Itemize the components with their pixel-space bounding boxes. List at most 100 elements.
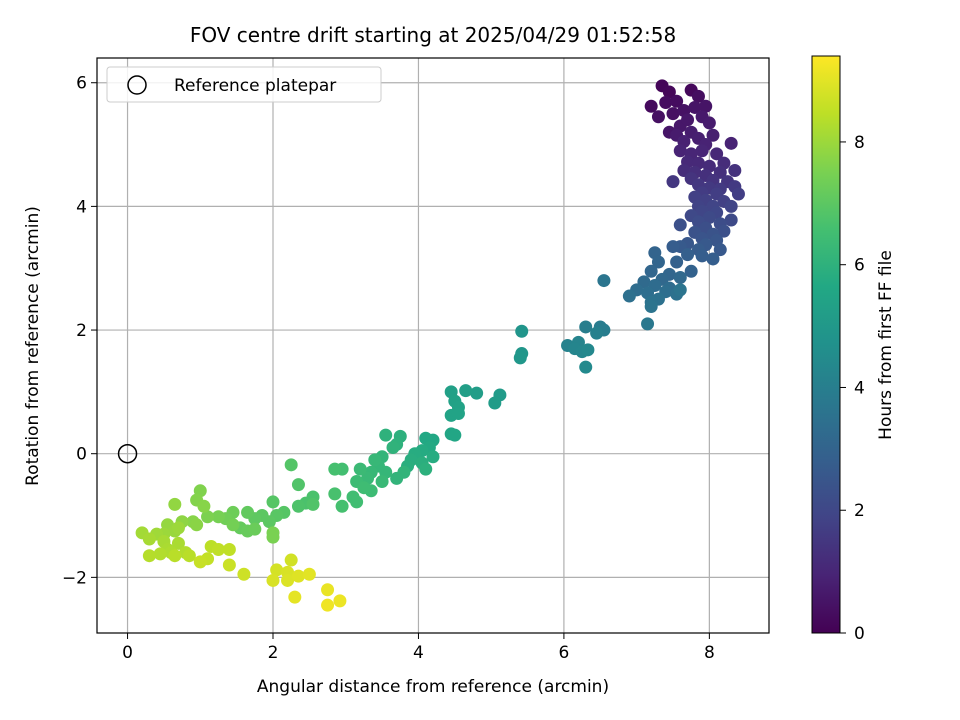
data-point [515,324,529,338]
data-point [731,187,745,201]
data-point [211,543,225,557]
colorbar-ticks: 0 2 4 6 8 [840,133,865,644]
data-point [724,213,738,227]
data-point [237,567,251,581]
y-axis-label: Rotation from reference (arcmin) [23,206,43,486]
data-point [513,351,527,365]
data-point [241,505,255,519]
x-axis-label: Angular distance from reference (arcmin) [257,677,609,697]
colorbar-tick-label: 6 [854,256,865,276]
data-point [288,590,302,604]
data-point [335,499,349,513]
data-point [673,270,687,284]
colorbar-label: Hours from first FF file [876,250,896,440]
data-point [666,240,680,254]
colorbar: 0 2 4 6 8 Hours from first FF file [811,55,896,644]
data-point [291,569,305,583]
data-point [713,243,727,257]
data-point [333,594,347,608]
reference-platepar-marker [117,443,138,464]
data-point [451,407,465,421]
data-point [673,283,687,297]
data-point [695,144,709,158]
colorbar-tick-label: 0 [854,624,865,644]
data-point [284,458,298,472]
data-point [386,441,400,455]
x-axis-ticks: 0 2 4 6 8 [122,633,715,663]
data-point [706,128,720,142]
data-point [306,497,320,511]
data-point [328,487,342,501]
data-point [201,510,215,524]
data-point [168,549,182,563]
data-point [226,518,240,532]
data-point [321,583,335,597]
scatter-points [135,79,745,612]
plot-frame [96,57,770,634]
data-point [222,558,236,572]
y-axis-ticks: −2 0 2 4 6 [62,74,97,588]
data-point [350,495,364,509]
data-point [581,343,595,357]
data-point [168,497,182,511]
data-point [142,532,156,546]
data-point [699,99,713,113]
data-point [153,547,167,561]
data-point [691,89,705,103]
data-point [266,530,280,544]
data-point [357,481,371,495]
colorbar-gradient [811,55,841,634]
data-point [651,255,665,269]
data-point [724,199,738,213]
data-point [662,85,676,99]
legend-box [106,66,382,103]
grid [97,58,769,633]
x-tick-label: 6 [558,643,569,663]
data-point [684,264,698,278]
x-tick-label: 8 [704,643,715,663]
colorbar-tick-label: 8 [854,133,865,153]
data-point [590,326,604,340]
data-point [321,598,335,612]
data-point [459,384,473,398]
data-point [681,113,695,127]
data-point [266,573,280,587]
data-point [470,386,484,400]
data-point [670,94,684,108]
x-tick-label: 4 [413,643,424,663]
data-point [142,549,156,563]
data-point [644,99,658,113]
data-point [448,428,462,442]
data-point [190,518,204,532]
data-point [171,521,185,535]
data-point [270,563,284,577]
data-point [706,252,720,266]
data-point [302,567,316,581]
data-point [659,96,673,110]
data-point [488,396,502,410]
data-point [579,360,593,374]
data-point [622,289,636,303]
data-point [248,522,262,536]
data-point [368,453,382,467]
data-point [193,555,207,569]
data-point [597,274,611,288]
data-point [673,144,687,158]
data-point [695,249,709,263]
data-point [328,462,342,476]
data-point [579,320,593,334]
data-point [419,462,433,476]
data-point [673,218,687,232]
data-point [728,164,742,178]
data-point [666,175,680,189]
data-point [644,264,658,278]
legend-entry: Reference platepar [174,76,336,96]
colorbar-tick-label: 4 [854,378,865,398]
data-point [353,462,367,476]
y-tick-label: −2 [62,568,87,588]
y-tick-label: 0 [76,445,87,465]
data-point [724,136,738,150]
data-point [681,248,695,262]
y-tick-label: 6 [76,74,87,94]
